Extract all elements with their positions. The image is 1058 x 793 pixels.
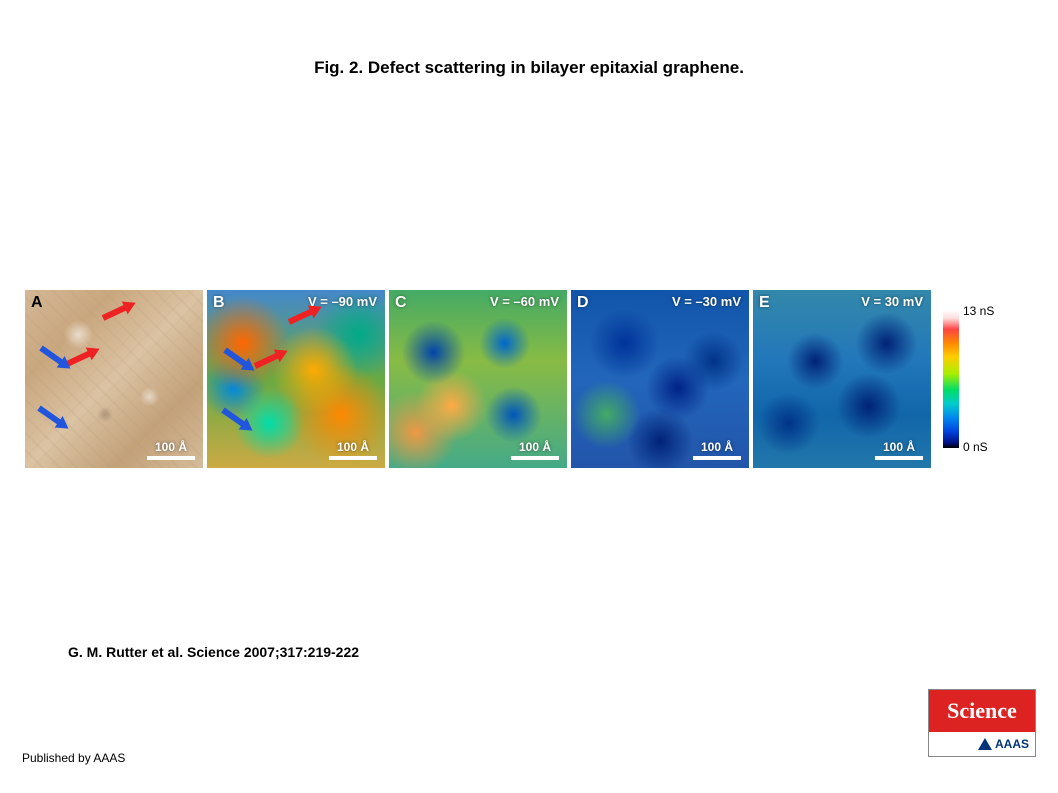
- scale-bar-d: 100 Å: [693, 440, 741, 460]
- scale-line: [693, 456, 741, 460]
- publisher-text: Published by AAAS: [22, 751, 125, 765]
- scale-text: 100 Å: [883, 440, 915, 454]
- colorbar-min-label: 0 nS: [963, 440, 988, 454]
- panel-a: A 100 Å: [25, 290, 203, 468]
- panel-e: E V = 30 mV 100 Å: [753, 290, 931, 468]
- scale-bar-e: 100 Å: [875, 440, 923, 460]
- citation: G. M. Rutter et al. Science 2007;317:219…: [68, 644, 359, 660]
- panels-row: A 100 Å B V = –90 mV 100 Å: [25, 290, 999, 468]
- panel-c: C V = –60 mV 100 Å: [389, 290, 567, 468]
- panel-label-e: E: [759, 294, 770, 312]
- scale-text: 100 Å: [337, 440, 369, 454]
- scale-text: 100 Å: [519, 440, 551, 454]
- voltage-label-c: V = –60 mV: [490, 294, 559, 309]
- aaas-logo: AAAS: [929, 732, 1035, 756]
- voltage-label-e: V = 30 mV: [861, 294, 923, 309]
- voltage-label-d: V = –30 mV: [672, 294, 741, 309]
- scale-line: [147, 456, 195, 460]
- panel-label-c: C: [395, 294, 407, 312]
- scale-bar-a: 100 Å: [147, 440, 195, 460]
- aaas-text: AAAS: [995, 737, 1029, 751]
- figure-title: Fig. 2. Defect scattering in bilayer epi…: [0, 58, 1058, 78]
- panel-label-d: D: [577, 294, 589, 312]
- scale-text: 100 Å: [701, 440, 733, 454]
- colorbar-container: 13 nS 0 nS: [939, 290, 999, 468]
- panel-label-a: A: [31, 294, 43, 312]
- scale-bar-b: 100 Å: [329, 440, 377, 460]
- scale-text: 100 Å: [155, 440, 187, 454]
- colorbar-max-label: 13 nS: [963, 304, 994, 318]
- science-wordmark: Science: [929, 690, 1035, 732]
- scale-line: [511, 456, 559, 460]
- scale-line: [875, 456, 923, 460]
- aaas-triangle-icon: [978, 738, 992, 750]
- panel-b: B V = –90 mV 100 Å: [207, 290, 385, 468]
- panel-label-b: B: [213, 294, 225, 312]
- science-logo: Science AAAS: [928, 689, 1036, 757]
- colorbar: [943, 310, 959, 448]
- scale-line: [329, 456, 377, 460]
- panel-d: D V = –30 mV 100 Å: [571, 290, 749, 468]
- scale-bar-c: 100 Å: [511, 440, 559, 460]
